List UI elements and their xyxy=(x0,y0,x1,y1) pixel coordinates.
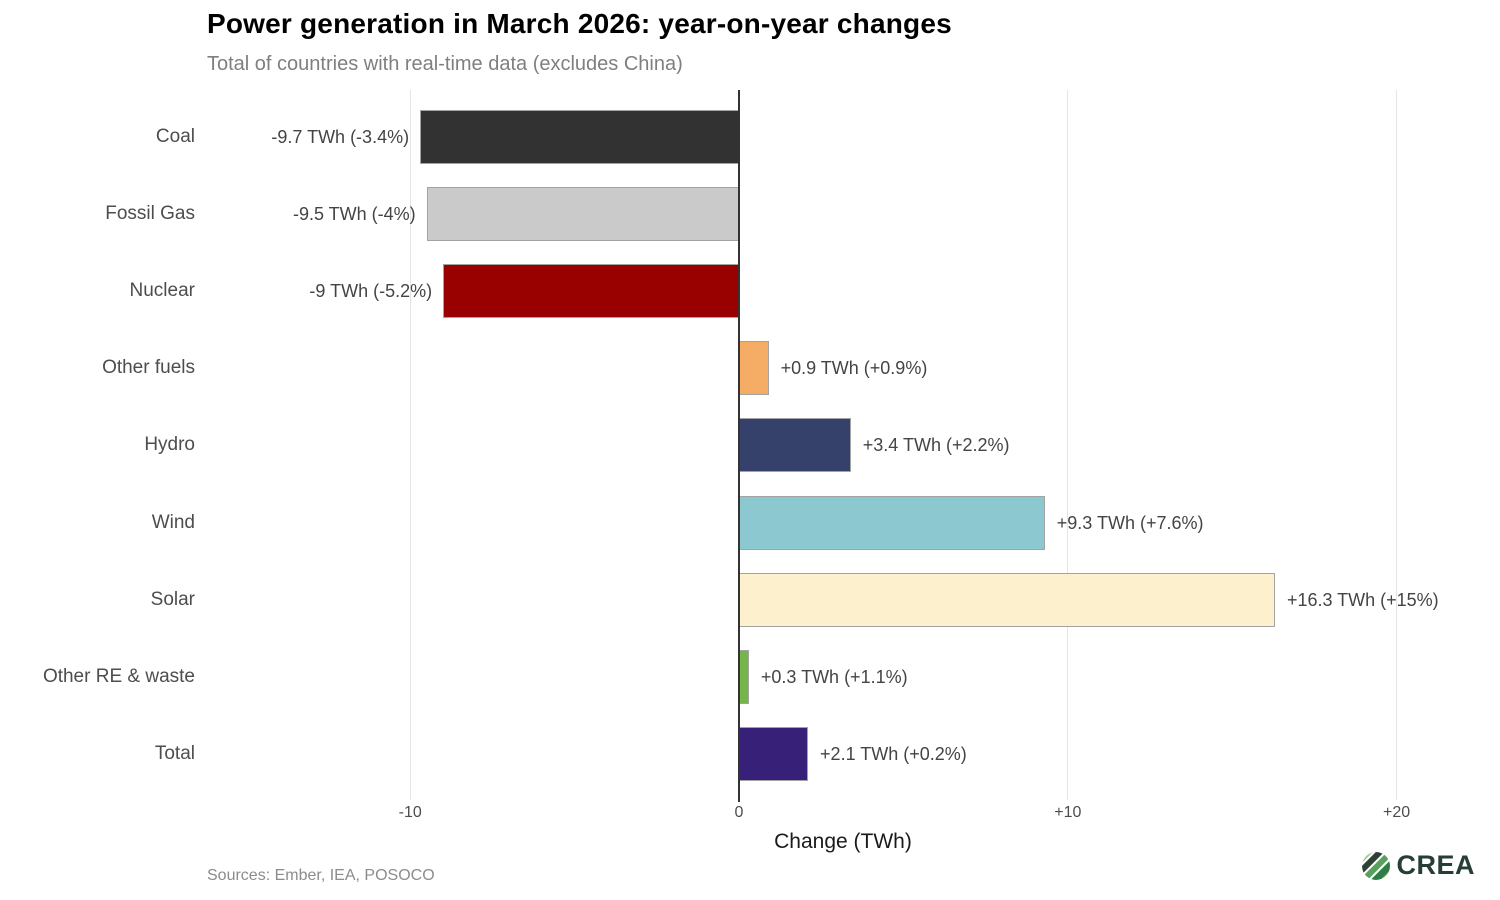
category-label: Nuclear xyxy=(129,279,195,301)
value-label: +16.3 TWh (+15%) xyxy=(1286,589,1439,610)
bar-other-fuels xyxy=(739,341,769,396)
bar-fossil-gas xyxy=(426,186,739,241)
x-tick-label: -10 xyxy=(398,804,422,821)
category-label: Hydro xyxy=(144,434,195,456)
crea-logo-icon xyxy=(1361,850,1392,881)
value-label: +0.3 TWh (+1.1%) xyxy=(760,666,908,687)
sources-note: Sources: Ember, IEA, POSOCO xyxy=(207,867,435,884)
bar-coal xyxy=(420,109,739,164)
value-label: +9.3 TWh (+7.6%) xyxy=(1056,512,1204,533)
gridline-x--10 xyxy=(409,90,411,800)
chart-title: Power generation in March 2026: year-on-… xyxy=(207,8,952,39)
x-axis-title: Change (TWh) xyxy=(774,830,912,853)
x-tick-label: +20 xyxy=(1383,804,1411,821)
value-label: -9.5 TWh (-4%) xyxy=(292,203,416,224)
x-tick-label: +10 xyxy=(1054,804,1082,821)
value-label: +3.4 TWh (+2.2%) xyxy=(862,435,1010,456)
category-label: Other RE & waste xyxy=(42,665,195,687)
gridline-x-+20 xyxy=(1396,90,1398,800)
category-label: Solar xyxy=(150,588,195,610)
value-label: -9.7 TWh (-3.4%) xyxy=(271,126,410,147)
crea-logo-text: CREA xyxy=(1396,850,1475,880)
zero-axis-line xyxy=(738,90,740,802)
value-label: +0.9 TWh (+0.9%) xyxy=(780,358,928,379)
bar-wind xyxy=(739,495,1045,550)
category-label: Coal xyxy=(155,125,195,147)
bar-solar xyxy=(739,572,1275,627)
value-label: +2.1 TWh (+0.2%) xyxy=(820,744,967,765)
value-label: -9 TWh (-5.2%) xyxy=(309,280,433,301)
bar-nuclear xyxy=(443,263,739,318)
crea-logo: CREA xyxy=(1361,850,1475,881)
gridline-x-+10 xyxy=(1067,90,1069,800)
bar-other-re-waste xyxy=(739,649,749,704)
chart-subtitle: Total of countries with real-time data (… xyxy=(207,53,683,75)
category-label: Total xyxy=(154,743,195,765)
x-tick-label: 0 xyxy=(734,804,744,821)
category-label: Fossil Gas xyxy=(105,202,195,224)
bar-hydro xyxy=(739,418,851,473)
category-label: Other fuels xyxy=(102,357,195,379)
category-label: Wind xyxy=(151,511,195,533)
bar-total xyxy=(739,727,809,782)
